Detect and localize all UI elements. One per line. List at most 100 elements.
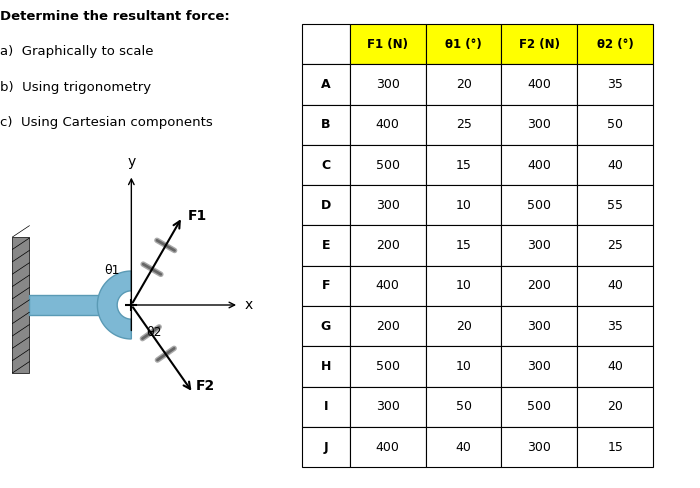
Text: 15: 15: [608, 441, 623, 454]
FancyBboxPatch shape: [302, 427, 350, 468]
Text: F: F: [322, 280, 330, 292]
FancyBboxPatch shape: [426, 266, 501, 306]
FancyBboxPatch shape: [302, 306, 350, 346]
Text: 55: 55: [607, 199, 623, 212]
Text: 200: 200: [376, 320, 400, 333]
Text: 25: 25: [608, 239, 623, 252]
FancyBboxPatch shape: [302, 346, 350, 386]
Text: F2: F2: [196, 379, 215, 393]
FancyBboxPatch shape: [350, 386, 426, 427]
Text: 35: 35: [608, 320, 623, 333]
Text: F1 (N): F1 (N): [368, 38, 408, 51]
Text: E: E: [322, 239, 330, 252]
Bar: [29, 295, 108, 315]
Text: I: I: [323, 400, 328, 413]
FancyBboxPatch shape: [501, 427, 578, 468]
FancyBboxPatch shape: [578, 24, 653, 64]
FancyBboxPatch shape: [426, 306, 501, 346]
FancyBboxPatch shape: [426, 24, 501, 64]
Text: 300: 300: [376, 400, 400, 413]
FancyBboxPatch shape: [350, 64, 426, 104]
Text: 400: 400: [376, 118, 400, 131]
FancyBboxPatch shape: [350, 306, 426, 346]
FancyBboxPatch shape: [578, 386, 653, 427]
FancyBboxPatch shape: [501, 24, 578, 64]
FancyBboxPatch shape: [426, 104, 501, 145]
FancyBboxPatch shape: [350, 225, 426, 266]
FancyBboxPatch shape: [302, 225, 350, 266]
FancyBboxPatch shape: [501, 386, 578, 427]
Polygon shape: [97, 271, 132, 339]
FancyBboxPatch shape: [302, 386, 350, 427]
Text: 400: 400: [376, 280, 400, 292]
Text: θ2 (°): θ2 (°): [597, 38, 634, 51]
Text: 300: 300: [527, 239, 552, 252]
Text: 10: 10: [456, 199, 472, 212]
Text: 10: 10: [456, 360, 472, 373]
Text: 500: 500: [527, 400, 552, 413]
FancyBboxPatch shape: [501, 64, 578, 104]
Text: 400: 400: [376, 441, 400, 454]
FancyBboxPatch shape: [302, 185, 350, 225]
Text: 300: 300: [527, 320, 552, 333]
FancyBboxPatch shape: [302, 24, 350, 64]
Text: 500: 500: [376, 360, 400, 373]
FancyBboxPatch shape: [426, 427, 501, 468]
Text: B: B: [321, 118, 330, 131]
Text: 400: 400: [527, 159, 552, 171]
FancyBboxPatch shape: [350, 427, 426, 468]
FancyBboxPatch shape: [501, 346, 578, 386]
Text: J: J: [323, 441, 328, 454]
Text: 50: 50: [456, 400, 472, 413]
Text: 400: 400: [527, 78, 552, 91]
Text: 300: 300: [527, 360, 552, 373]
FancyBboxPatch shape: [578, 427, 653, 468]
Text: 40: 40: [608, 159, 623, 171]
FancyBboxPatch shape: [302, 64, 350, 104]
FancyBboxPatch shape: [302, 145, 350, 185]
FancyBboxPatch shape: [350, 266, 426, 306]
FancyBboxPatch shape: [302, 266, 350, 306]
Text: 500: 500: [527, 199, 552, 212]
FancyBboxPatch shape: [350, 145, 426, 185]
FancyBboxPatch shape: [501, 185, 578, 225]
FancyBboxPatch shape: [350, 185, 426, 225]
Text: θ1 (°): θ1 (°): [445, 38, 482, 51]
Text: 200: 200: [376, 239, 400, 252]
Text: 10: 10: [456, 280, 472, 292]
Text: 15: 15: [456, 159, 472, 171]
Text: G: G: [321, 320, 331, 333]
Text: b)  Using trigonometry: b) Using trigonometry: [0, 81, 151, 94]
FancyBboxPatch shape: [426, 145, 501, 185]
Text: 500: 500: [376, 159, 400, 171]
Text: 40: 40: [608, 280, 623, 292]
Text: 40: 40: [456, 441, 472, 454]
Text: 300: 300: [376, 78, 400, 91]
Text: 40: 40: [608, 360, 623, 373]
Text: H: H: [321, 360, 331, 373]
FancyBboxPatch shape: [350, 104, 426, 145]
FancyBboxPatch shape: [501, 104, 578, 145]
FancyBboxPatch shape: [501, 225, 578, 266]
FancyBboxPatch shape: [426, 64, 501, 104]
Text: 20: 20: [456, 78, 472, 91]
Text: a)  Graphically to scale: a) Graphically to scale: [0, 45, 153, 58]
Text: F2 (N): F2 (N): [519, 38, 560, 51]
FancyBboxPatch shape: [501, 266, 578, 306]
Text: A: A: [321, 78, 330, 91]
FancyBboxPatch shape: [578, 306, 653, 346]
FancyBboxPatch shape: [578, 225, 653, 266]
FancyBboxPatch shape: [578, 185, 653, 225]
FancyBboxPatch shape: [426, 185, 501, 225]
Text: θ1: θ1: [104, 264, 119, 277]
FancyBboxPatch shape: [426, 225, 501, 266]
FancyBboxPatch shape: [350, 346, 426, 386]
FancyBboxPatch shape: [501, 306, 578, 346]
Bar: [13, 237, 29, 373]
Text: 25: 25: [456, 118, 472, 131]
FancyBboxPatch shape: [426, 346, 501, 386]
Text: 50: 50: [607, 118, 623, 131]
Text: 300: 300: [376, 199, 400, 212]
FancyBboxPatch shape: [501, 145, 578, 185]
Text: 200: 200: [527, 280, 552, 292]
